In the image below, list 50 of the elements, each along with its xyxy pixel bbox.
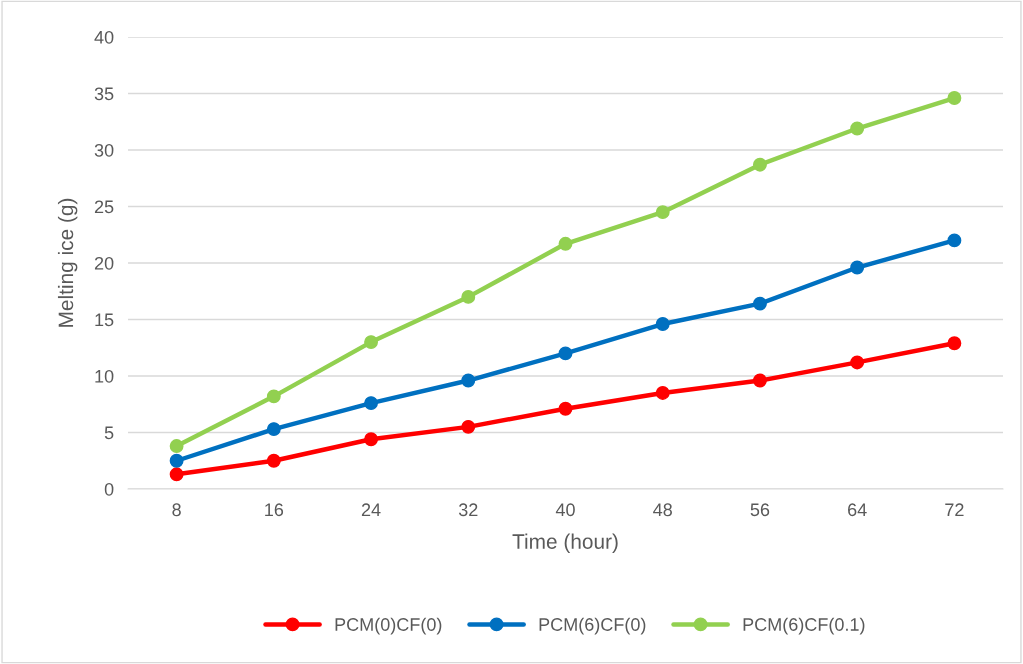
- point: [266, 453, 281, 468]
- y-tick-label: 25: [94, 200, 114, 214]
- y-tick-label: 0: [104, 482, 114, 496]
- x-tick-label: 64: [848, 503, 867, 517]
- point: [752, 373, 767, 388]
- x-tick-label: 56: [750, 503, 770, 517]
- point: [364, 396, 379, 411]
- point: [169, 467, 184, 482]
- point: [364, 432, 379, 447]
- point: [947, 91, 962, 105]
- y-tick-label: 30: [94, 143, 114, 157]
- point: [850, 355, 865, 370]
- y-tick-label: 40: [94, 30, 114, 44]
- point: [461, 289, 476, 304]
- point: [461, 419, 476, 434]
- point: [558, 236, 573, 251]
- x-tick-label: 16: [265, 503, 284, 517]
- x-axis-title: Time (hour): [512, 533, 618, 554]
- legend-label: PCM(0)CF(0): [335, 617, 442, 635]
- legend-label: PCM(6)CF(0): [539, 617, 646, 635]
- point: [558, 401, 573, 416]
- point: [752, 157, 767, 172]
- point: [266, 422, 281, 437]
- point: [266, 389, 281, 404]
- y-tick-label: 5: [104, 426, 114, 440]
- x-tick-label: 24: [361, 503, 381, 516]
- point: [850, 260, 865, 275]
- point: [461, 373, 476, 388]
- y-tick-label: 35: [94, 87, 114, 101]
- point: [655, 205, 670, 220]
- y-tick-label: 10: [95, 369, 114, 383]
- y-axis-title: Melting ice (g): [57, 198, 78, 327]
- point: [655, 386, 670, 400]
- point: [364, 335, 379, 350]
- point: [558, 346, 573, 361]
- point: [655, 317, 670, 331]
- legend-label: PCM(6)CF(0.1): [743, 617, 865, 635]
- point: [947, 233, 962, 248]
- point: [169, 439, 184, 454]
- point: [752, 296, 767, 311]
- point: [169, 453, 184, 468]
- y-tick-label: 20: [94, 256, 114, 270]
- x-tick-label: 40: [555, 503, 575, 517]
- x-tick-label: 48: [653, 503, 672, 517]
- x-tick-label: 72: [945, 503, 964, 516]
- x-tick-label: 8: [172, 503, 181, 517]
- x-tick-label: 32: [458, 503, 478, 517]
- y-tick-label: 15: [95, 313, 114, 327]
- point: [947, 336, 962, 351]
- point: [850, 121, 865, 136]
